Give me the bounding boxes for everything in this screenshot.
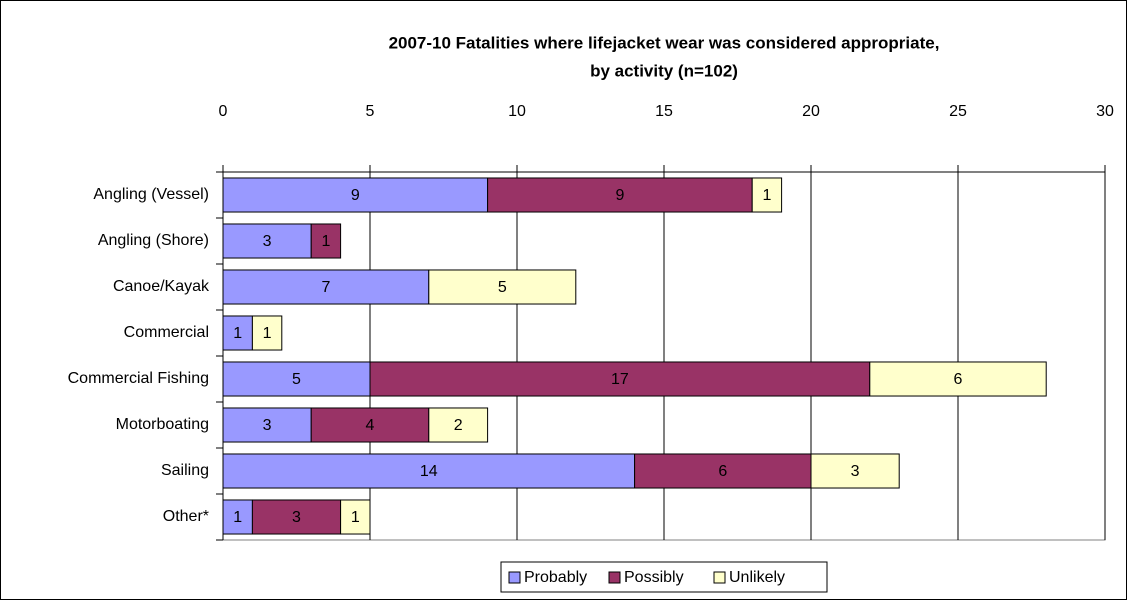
data-label: 1: [263, 325, 272, 342]
data-label: 6: [718, 463, 727, 480]
data-label: 4: [366, 417, 375, 434]
data-label: 1: [233, 509, 242, 526]
bar-segment: [310, 223, 342, 259]
legend-swatch: [608, 571, 621, 584]
x-tick-label: 15: [655, 103, 673, 120]
x-tick-label: 0: [219, 103, 228, 120]
data-label: 5: [292, 371, 301, 388]
data-label: 6: [954, 371, 963, 388]
data-label: 1: [762, 187, 771, 204]
data-label: 3: [263, 233, 272, 250]
data-label: 2: [454, 417, 463, 434]
bar-segment: [487, 177, 753, 213]
data-label: 1: [321, 233, 330, 250]
legend-box: [500, 561, 828, 593]
y-tick-label: Sailing: [161, 462, 209, 479]
data-label: 5: [498, 279, 507, 296]
bar-segment: [428, 407, 489, 443]
y-tick-label: Angling (Vessel): [93, 186, 209, 203]
legend-label: Possibly: [624, 569, 684, 586]
bar-segment: [222, 361, 371, 397]
y-tick-label: Canoe/Kayak: [113, 278, 210, 295]
x-tick-label: 25: [949, 103, 967, 120]
bar-segment: [751, 177, 783, 213]
y-tick-label: Angling (Shore): [98, 232, 209, 249]
bar-segment: [340, 499, 371, 535]
y-tick-label: Commercial: [124, 324, 209, 341]
legend-swatch: [508, 571, 521, 584]
data-label: 3: [263, 417, 272, 434]
data-label: 1: [351, 509, 360, 526]
bar-segment: [222, 499, 253, 535]
bar-segment: [222, 453, 636, 489]
data-label: 14: [420, 463, 438, 480]
y-tick-label: Other*: [163, 508, 209, 525]
legend-swatch: [713, 571, 726, 584]
legend-label: Unlikely: [729, 569, 785, 586]
x-tick-label: 10: [508, 103, 526, 120]
bar-segment: [634, 453, 812, 489]
x-tick-label: 20: [802, 103, 820, 120]
x-tick-label: 30: [1096, 103, 1114, 120]
bar-segment: [369, 361, 871, 397]
chart-title: by activity (n=102): [590, 61, 738, 80]
bar-segment: [222, 223, 312, 259]
data-label: 3: [851, 463, 860, 480]
bar-segment: [310, 407, 430, 443]
data-label: 7: [321, 279, 330, 296]
bar-segment: [222, 177, 489, 213]
chart-title: 2007-10 Fatalities where lifejacket wear…: [389, 33, 940, 52]
bar-segment: [222, 407, 312, 443]
data-label: 9: [351, 187, 360, 204]
bar-segment: [222, 315, 253, 351]
bar-segment: [810, 453, 900, 489]
bar-segment: [251, 315, 283, 351]
bar-segment: [222, 269, 430, 305]
bar-segment: [428, 269, 577, 305]
legend-label: Probably: [524, 569, 587, 586]
x-tick-label: 5: [366, 103, 375, 120]
data-label: 1: [233, 325, 242, 342]
bar-segment: [869, 361, 1047, 397]
y-tick-label: Commercial Fishing: [68, 370, 209, 387]
data-label: 9: [615, 187, 624, 204]
bar-segment: [251, 499, 342, 535]
data-label: 17: [611, 371, 629, 388]
y-tick-label: Motorboating: [116, 416, 209, 433]
data-label: 3: [292, 509, 301, 526]
